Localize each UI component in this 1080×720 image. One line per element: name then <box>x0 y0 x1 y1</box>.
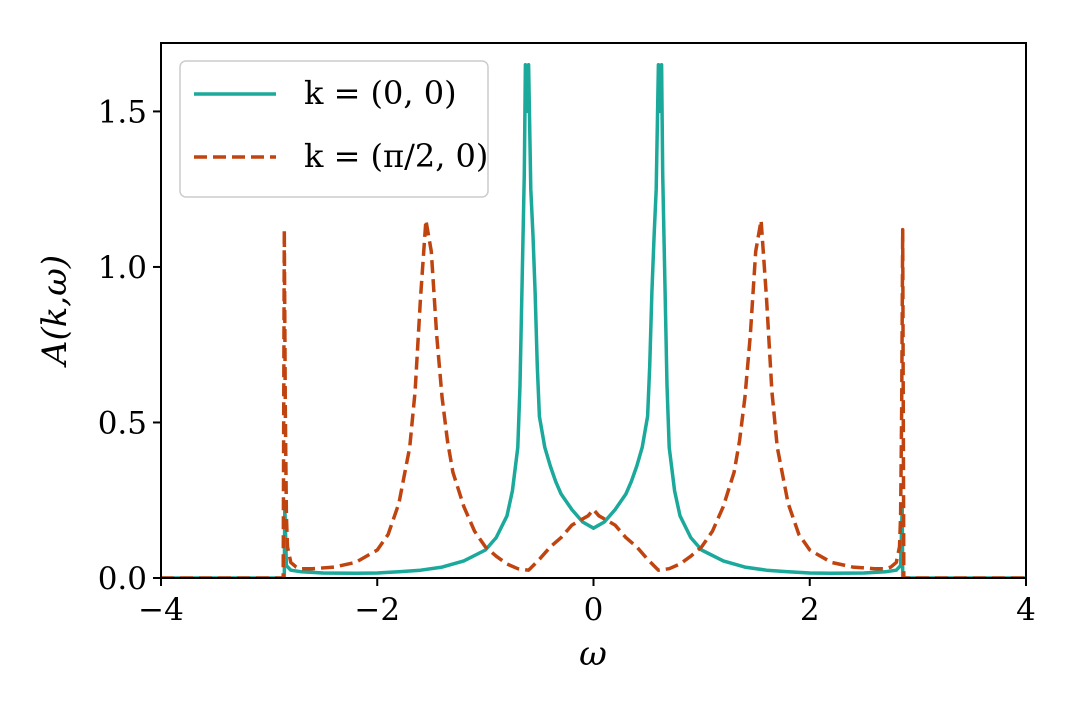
x-axis: −4 −2 0 2 4 <box>138 578 1036 628</box>
x-tick-label: 0 <box>584 592 604 628</box>
y-tick-label: 1.0 <box>98 250 147 286</box>
legend-label-k00: k = (0, 0) <box>304 74 457 112</box>
series-line-1 <box>161 218 1026 578</box>
x-axis-label: ω <box>579 634 607 674</box>
x-tick-label: −2 <box>354 592 400 628</box>
y-tick-label: 0.5 <box>98 405 147 441</box>
x-tick-label: 4 <box>1016 592 1036 628</box>
y-axis: 0.0 0.5 1.0 1.5 <box>98 94 161 597</box>
y-axis-label: A(k,ω) <box>35 255 75 368</box>
x-tick-label: −4 <box>138 592 184 628</box>
series-line-0 <box>161 63 1026 578</box>
legend: k = (0, 0) k = (π/2, 0) <box>179 60 489 198</box>
y-tick-label: 1.5 <box>98 94 147 130</box>
series-layer <box>161 63 1026 578</box>
legend-label-kpi2: k = (π/2, 0) <box>304 137 488 175</box>
y-tick-label: 0.0 <box>98 561 147 597</box>
x-tick-label: 2 <box>800 592 820 628</box>
